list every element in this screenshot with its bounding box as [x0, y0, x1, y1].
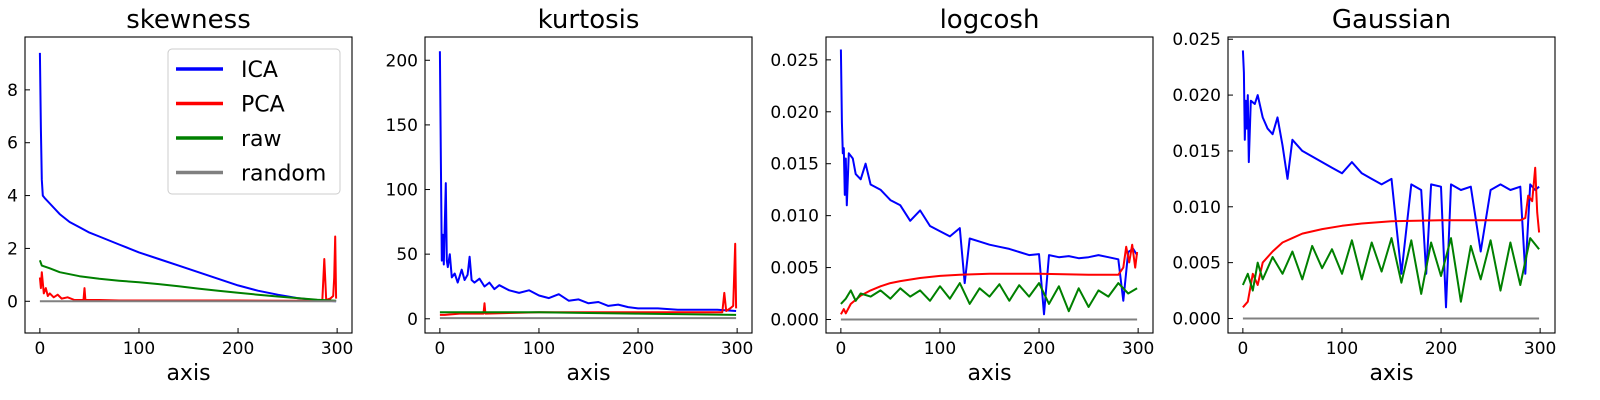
series-group: [839, 49, 1139, 321]
y-tick-label: 0.025: [1172, 30, 1221, 50]
x-tick-label: 100: [1326, 339, 1358, 359]
y-tick-label: 0.020: [770, 103, 819, 123]
x-tick-label: 300: [1524, 339, 1556, 359]
x-tick-label: 0: [1237, 339, 1248, 359]
y-tick-label: 0.025: [770, 51, 819, 71]
series-line-pca: [840, 243, 1139, 315]
chart-title: skewness: [126, 5, 251, 35]
series-group: [38, 52, 338, 303]
x-tick-label: 300: [321, 339, 353, 359]
legend-label-random: random: [241, 162, 326, 187]
series-line-raw: [38, 259, 337, 302]
series-group: [1241, 50, 1541, 320]
legend: ICA PCA raw random: [167, 48, 341, 195]
chart-panel-3: 0 100 200 300 0.000 0.005 0.010 0.015 0.020 0.025…: [1172, 5, 1556, 386]
y-tick-label: 200: [386, 51, 418, 71]
y-tick-label: 0.010: [770, 207, 819, 227]
y-tick-label: 50: [396, 245, 418, 265]
chart-title: Gaussian: [1332, 5, 1451, 35]
y-tick-label: 0.015: [770, 155, 819, 175]
x-tick-label: 0: [34, 339, 45, 359]
x-axis-label: axis: [566, 361, 610, 386]
x-tick-label: 200: [1425, 339, 1457, 359]
series-line-pca: [439, 242, 738, 316]
x-tick-label: 300: [721, 339, 753, 359]
legend-label-raw: raw: [241, 127, 282, 152]
y-tick-label: 0.000: [1172, 309, 1221, 329]
series-line-raw: [840, 282, 1138, 313]
y-tick-label: 0.010: [1172, 198, 1221, 218]
plot-frame: [825, 36, 1154, 334]
plot-frame: [1227, 36, 1556, 334]
y-tick-label: 0.005: [770, 259, 819, 279]
chart-title: kurtosis: [538, 5, 640, 35]
x-tick-label: 100: [523, 339, 555, 359]
y-tick-label: 0.015: [1172, 142, 1221, 162]
series-group: [438, 51, 738, 320]
y-tick-label: 0: [407, 310, 418, 330]
chart-title: logcosh: [940, 5, 1040, 35]
series-line-raw: [1241, 237, 1540, 303]
series-line-ica: [1241, 50, 1540, 309]
series-line-ica: [438, 51, 737, 312]
x-axis-label: axis: [1369, 361, 1413, 386]
chart-panel-0: 0 100 200 300 0 2 4 6 8 skewness axis ICA PCA raw rand…: [7, 5, 353, 386]
legend-box: [167, 48, 341, 195]
legend-label-pca: PCA: [241, 93, 285, 118]
x-tick-label: 100: [123, 339, 155, 359]
legend-label-ica: ICA: [241, 58, 278, 83]
series-line-raw: [439, 311, 737, 316]
x-tick-label: 300: [1122, 339, 1154, 359]
x-tick-label: 200: [222, 339, 254, 359]
y-tick-label: 4: [7, 187, 18, 207]
x-axis-label: axis: [967, 361, 1011, 386]
y-tick-label: 0.000: [770, 310, 819, 330]
y-tick-label: 0.020: [1172, 86, 1221, 106]
x-axis-label: axis: [166, 361, 210, 386]
x-tick-label: 200: [1023, 339, 1055, 359]
x-tick-label: 100: [924, 339, 956, 359]
y-tick-label: 0.005: [1172, 254, 1221, 274]
y-tick-label: 2: [7, 239, 18, 259]
y-tick-label: 100: [386, 181, 418, 201]
chart-panel-2: 0 100 200 300 0.000 0.005 0.010 0.015 0.020 0.025…: [770, 5, 1154, 386]
y-tick-label: 150: [386, 116, 418, 136]
x-tick-label: 0: [434, 339, 445, 359]
plot-frame: [424, 36, 753, 334]
x-tick-label: 200: [622, 339, 654, 359]
y-tick-label: 6: [7, 134, 18, 154]
series-line-ica: [839, 49, 1138, 316]
series-line-ica: [38, 52, 337, 303]
y-tick-label: 0: [7, 292, 18, 312]
y-tick-label: 8: [7, 81, 18, 101]
chart-panel-1: 0 100 200 300 0 50 100 150 200 kurtosis axis: [386, 5, 754, 386]
x-tick-label: 0: [835, 339, 846, 359]
plot-frame: [24, 36, 353, 334]
